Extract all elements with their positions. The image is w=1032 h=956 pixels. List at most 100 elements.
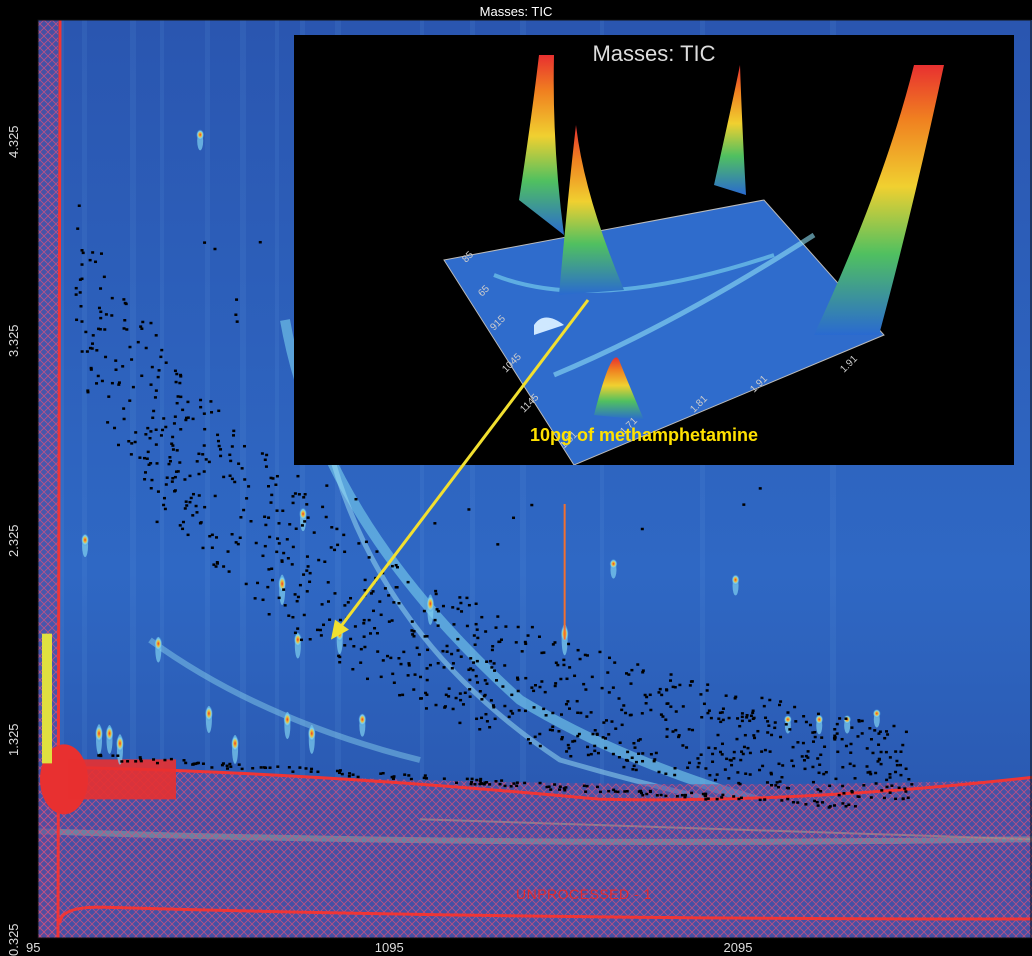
peak-marker — [447, 695, 451, 698]
peak-marker — [201, 453, 205, 456]
peak-marker — [338, 618, 342, 622]
peak-marker — [556, 663, 560, 667]
peak-marker — [304, 767, 308, 770]
peak-marker — [874, 782, 878, 785]
peak-marker — [229, 459, 233, 463]
peak-marker — [888, 791, 892, 794]
peak-marker — [478, 728, 482, 731]
peak-marker — [444, 693, 448, 697]
peak — [278, 575, 287, 593]
peak-marker — [488, 783, 492, 786]
peak-marker — [849, 742, 853, 746]
peak-marker — [623, 790, 627, 793]
peak-marker — [310, 767, 314, 771]
peak-marker — [718, 711, 722, 715]
peak — [105, 725, 114, 742]
peak-marker — [219, 448, 223, 451]
peak-marker — [841, 765, 845, 769]
peak-marker — [303, 520, 307, 523]
peak-marker — [509, 709, 513, 713]
peak-marker — [470, 780, 474, 784]
peak-marker — [209, 400, 213, 403]
peak-marker — [134, 431, 138, 434]
peak-marker — [397, 657, 401, 660]
peak-marker — [329, 546, 333, 549]
peak-marker — [706, 797, 710, 800]
peak-marker — [181, 408, 185, 412]
peak-marker — [640, 712, 644, 715]
peak-marker — [426, 648, 430, 652]
peak-marker — [802, 759, 806, 762]
peak-marker — [97, 754, 101, 757]
peak-marker — [738, 724, 742, 728]
peak-marker — [888, 776, 892, 779]
peak-marker — [294, 527, 298, 530]
peak-marker — [567, 747, 571, 750]
peak-marker — [116, 754, 120, 757]
peak-marker — [84, 330, 88, 334]
peak-marker — [480, 615, 484, 619]
peak-marker — [806, 756, 810, 759]
peak-marker — [298, 766, 302, 769]
peak-marker — [407, 774, 411, 777]
peak-marker — [162, 496, 166, 500]
peak-marker — [510, 693, 514, 697]
peak-marker — [263, 458, 267, 462]
peak-marker — [794, 720, 798, 723]
peak-marker — [482, 694, 486, 698]
peak-marker — [589, 752, 593, 756]
peak-marker — [499, 638, 503, 641]
peak-marker — [780, 799, 784, 802]
peak-marker — [725, 757, 729, 761]
peak-marker — [210, 766, 214, 769]
peak-marker — [665, 727, 669, 731]
peak-marker — [203, 241, 207, 244]
peak-marker — [146, 426, 150, 430]
peak-marker — [852, 764, 856, 768]
peak-marker — [185, 504, 189, 507]
peak-marker — [828, 784, 832, 788]
peak-marker — [904, 790, 908, 793]
peak-marker — [549, 788, 553, 791]
peak-marker — [736, 717, 740, 720]
peak-marker — [74, 286, 78, 290]
peak-marker — [317, 558, 321, 562]
peak-marker — [661, 715, 665, 718]
peak-marker — [264, 465, 268, 468]
peak-marker — [389, 656, 393, 660]
peak-marker — [214, 565, 218, 568]
peak-marker — [312, 531, 316, 534]
peak-marker — [532, 706, 536, 709]
peak-marker — [325, 484, 329, 487]
peak-marker — [907, 778, 911, 781]
peak-marker — [170, 442, 174, 445]
peak-marker — [265, 453, 269, 457]
peak-marker — [363, 578, 367, 582]
peak-marker — [664, 772, 668, 776]
peak-marker — [80, 320, 84, 323]
peak-marker — [562, 658, 566, 662]
peak-marker — [485, 660, 489, 663]
peak-marker — [131, 385, 135, 389]
peak-marker — [480, 716, 484, 720]
peak-marker — [155, 761, 159, 765]
peak-marker — [573, 674, 577, 678]
peak-marker — [886, 733, 890, 736]
peak-marker — [690, 791, 694, 795]
peak-marker — [703, 792, 707, 796]
peak-marker — [321, 505, 325, 509]
peak-marker — [419, 697, 423, 700]
peak-marker — [528, 741, 532, 745]
peak-marker — [229, 765, 233, 768]
peak-marker — [591, 732, 595, 736]
peak-marker — [753, 736, 757, 740]
peak-marker — [150, 365, 154, 369]
peak-marker — [701, 792, 705, 796]
peak-marker — [381, 771, 385, 775]
peak-marker — [371, 609, 375, 613]
peak-marker — [458, 721, 462, 725]
baseline-streak — [160, 20, 164, 938]
peak-marker — [498, 782, 502, 786]
peak-marker — [165, 476, 169, 479]
peak-marker — [699, 693, 703, 696]
